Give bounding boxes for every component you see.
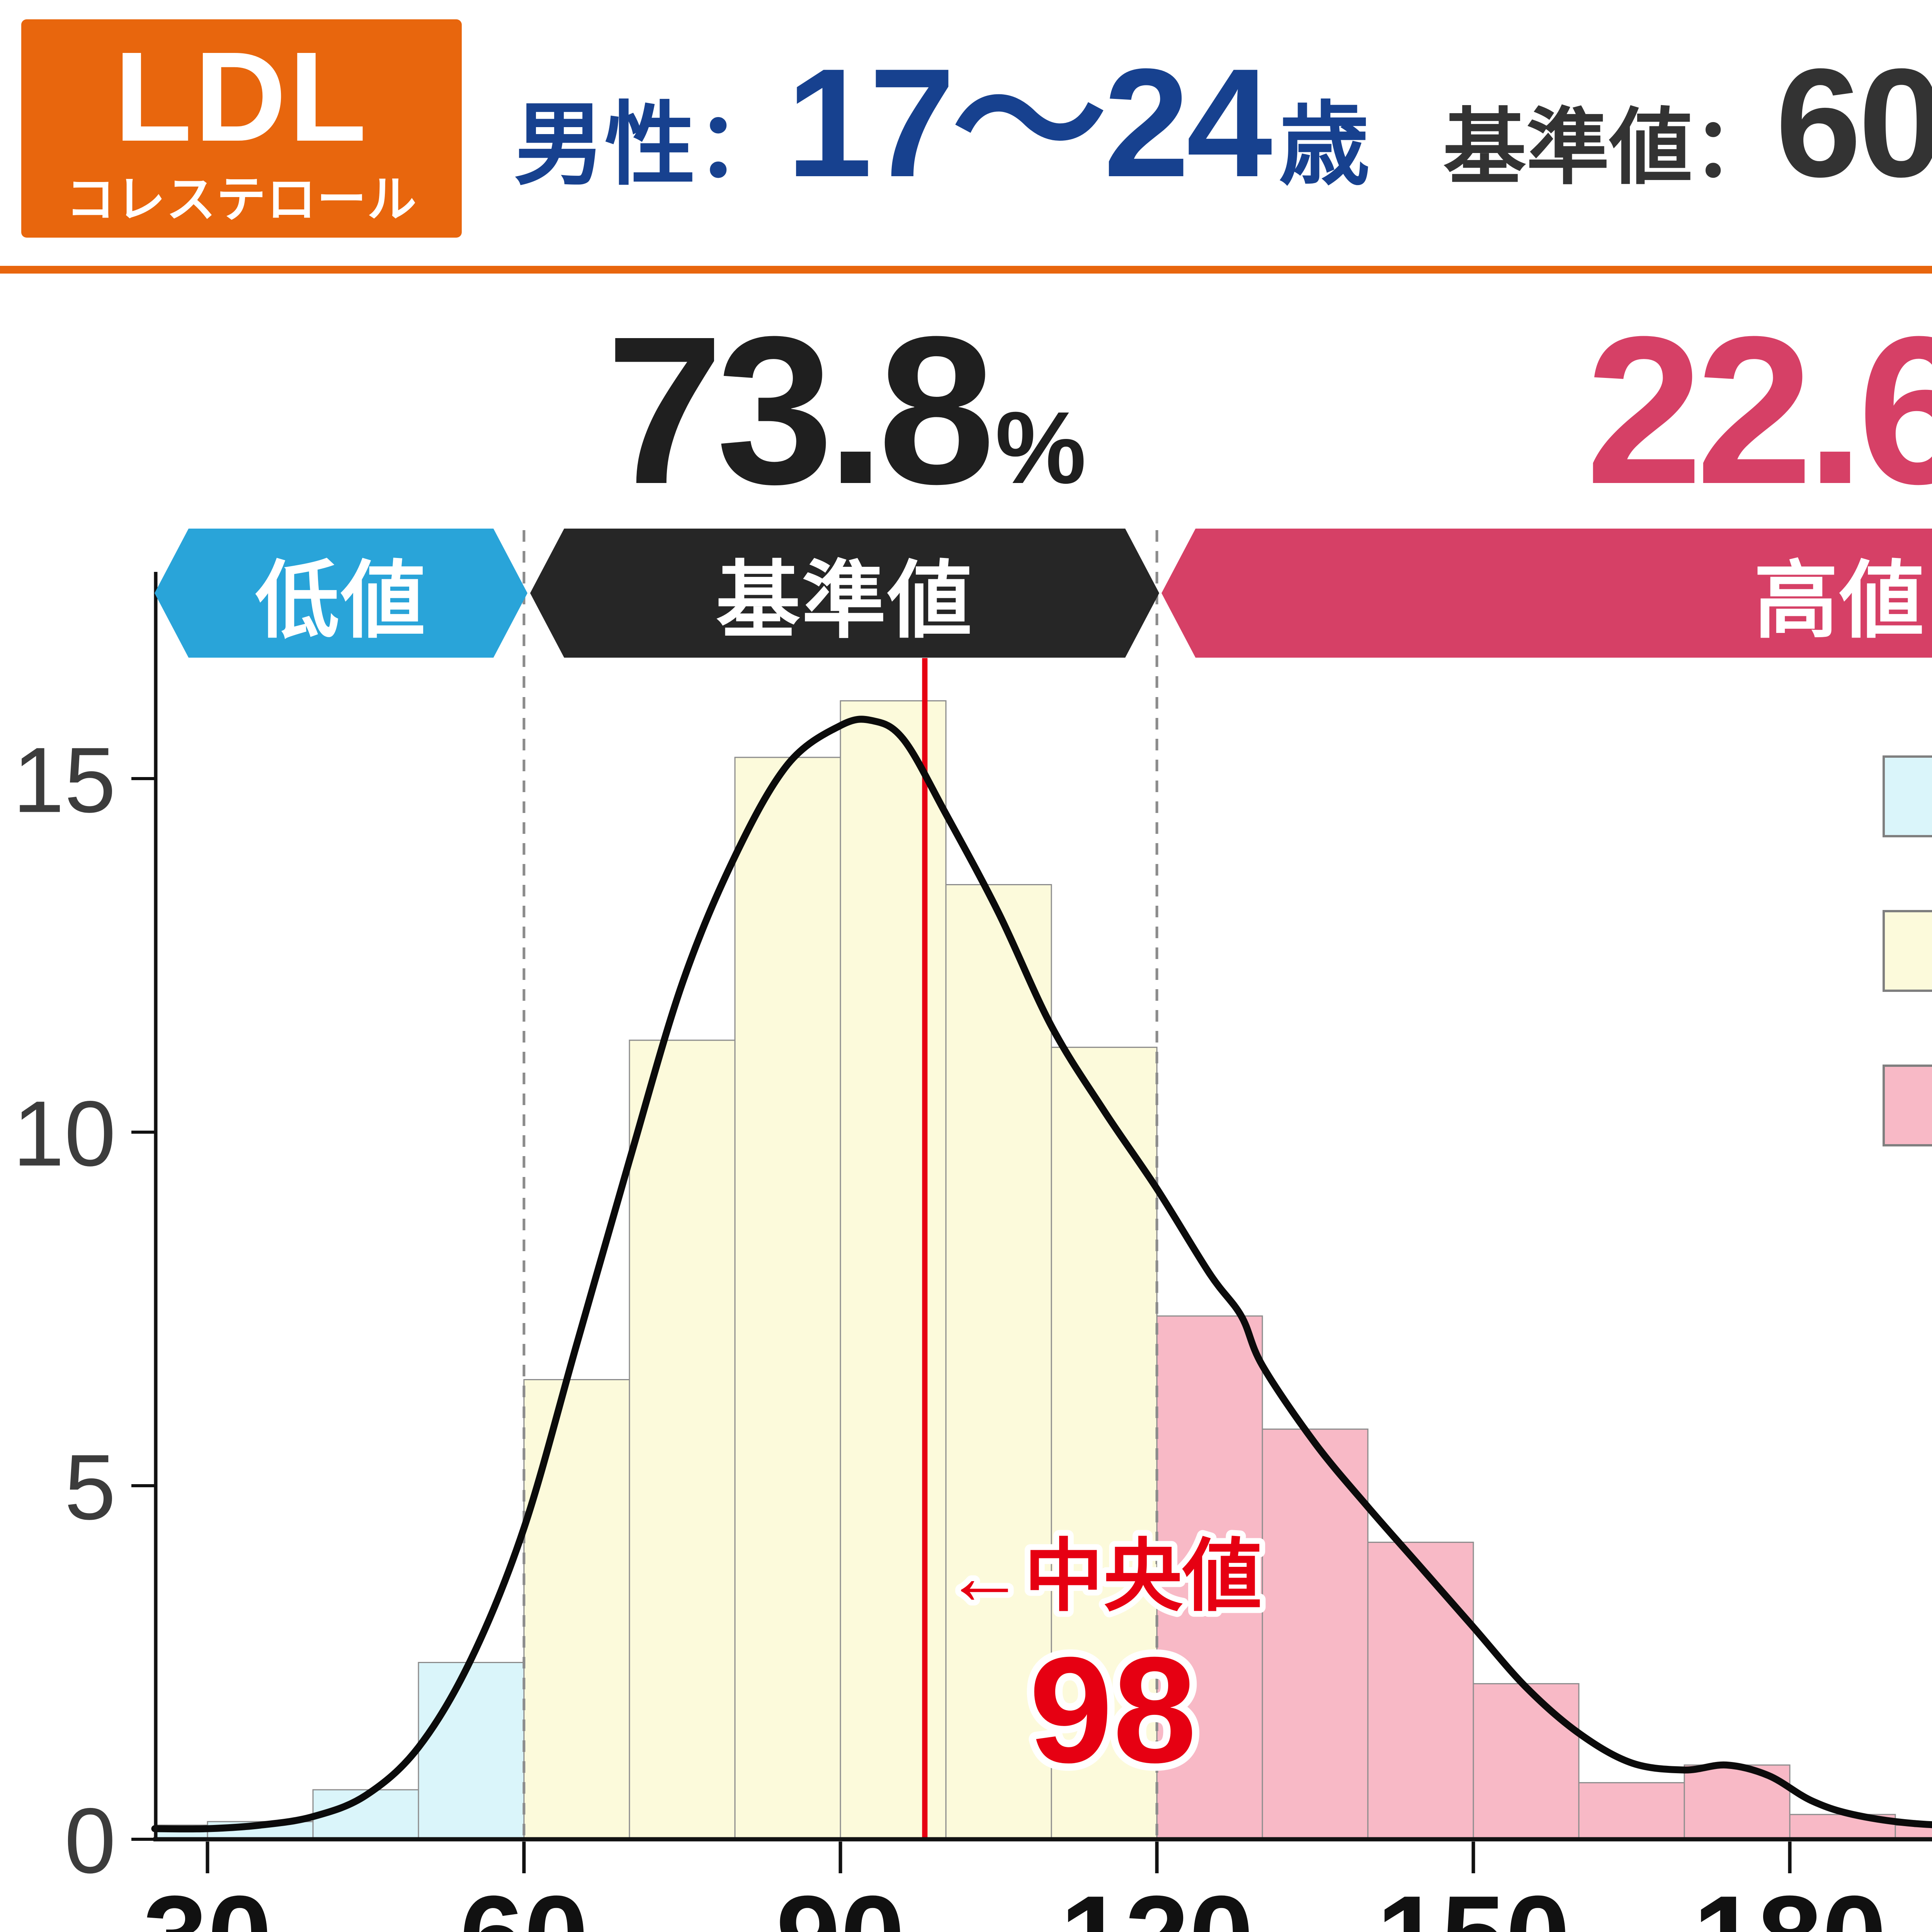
svg-text:60: 60 (459, 1871, 588, 1932)
legend-swatch-normal-icon (1883, 910, 1932, 992)
normal-percentage-value: 73.8 (606, 293, 995, 528)
svg-text:15: 15 (13, 728, 116, 832)
svg-text:180: 180 (1693, 1871, 1887, 1932)
zone-banner-high-label: 高値 (1754, 554, 1925, 648)
svg-text:150: 150 (1377, 1871, 1570, 1932)
reference-range: 60~119 (1775, 36, 1932, 209)
zone-banner-normal-label: 基準値 (716, 554, 973, 648)
zone-banner-low-label: 低値 (255, 554, 427, 648)
legend-swatch-high-icon (1883, 1065, 1932, 1146)
zone-banner-high: 高値 (1162, 529, 1932, 658)
axes (153, 572, 1932, 1842)
svg-text:30: 30 (143, 1871, 272, 1932)
reference-label: 基準値： (1443, 101, 1776, 194)
high-percentage-value: 22.6 (1585, 293, 1932, 528)
zone-banner-low: 低値 (155, 529, 527, 658)
header-divider (0, 266, 1932, 274)
normal-percentage: 73.8% (533, 305, 1159, 516)
legend-item-high: 高値 (1883, 1061, 1932, 1150)
age-range: 17～24 (786, 36, 1272, 209)
svg-text:90: 90 (776, 1871, 905, 1932)
zone-banner-normal: 基準値 (530, 529, 1159, 658)
test-name-badge: LDL コレステロール (21, 19, 462, 238)
high-percentage: 22.6% (1217, 305, 1932, 516)
normal-percentage-sign: % (995, 391, 1087, 505)
segment-label: 男性： (514, 94, 786, 196)
svg-text:10: 10 (13, 1082, 116, 1185)
svg-text:←中央値: ←中央値 (945, 1532, 1262, 1621)
svg-text:5: 5 (65, 1435, 116, 1539)
badge-title: LDL (114, 25, 369, 168)
svg-text:0: 0 (65, 1789, 116, 1892)
svg-text:98: 98 (1029, 1626, 1197, 1794)
density-curve (151, 716, 1932, 1833)
y-axis: 0 5 10 15 (13, 728, 154, 1892)
legend-item-low: 低値 (1883, 752, 1932, 841)
svg-text:120: 120 (1060, 1871, 1254, 1932)
x-axis: 306090120150180210240 (143, 1842, 1887, 1932)
badge-subtitle: コレステロール (65, 172, 417, 227)
legend-swatch-low-icon (1883, 755, 1932, 837)
age-unit: 歳 (1279, 94, 1370, 196)
histogram-bars (154, 700, 1932, 1840)
chart-legend: 低値 基準値 高値 (1883, 752, 1932, 1150)
legend-item-normal: 基準値 (1883, 906, 1932, 996)
